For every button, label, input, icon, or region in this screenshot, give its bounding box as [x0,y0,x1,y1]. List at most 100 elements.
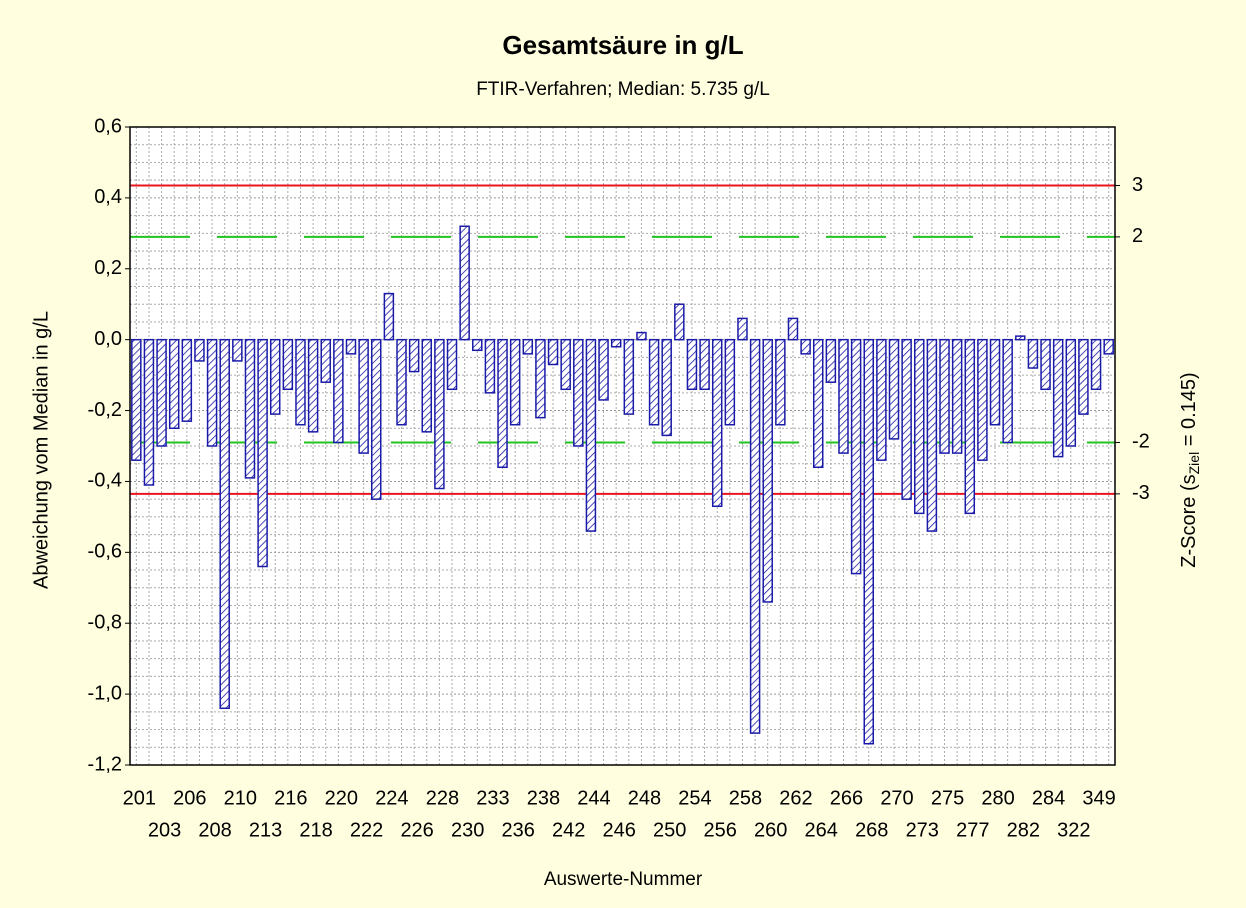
bar [610,338,622,348]
bar [497,338,508,469]
bar [863,338,874,745]
bar [901,338,912,500]
x-tick-label: 201 [123,787,156,809]
bar [1015,335,1026,341]
x-tick-label: 322 [1057,819,1090,841]
bar [446,338,458,391]
x-tick-label: 248 [628,787,661,809]
bar [800,338,811,355]
x-tick-label: 254 [678,787,711,809]
y2-label-sub: Ziel [1186,452,1202,475]
x-tick-label: 244 [577,787,610,809]
x-tick-label: 275 [931,787,964,809]
bar [939,338,950,454]
bar [674,303,685,341]
bar [396,338,407,426]
bar [661,338,672,437]
y2-label-part: Z-Score (s [1178,474,1200,567]
x-tick-label: 284 [1032,787,1065,809]
bar [1002,338,1013,444]
bar [421,338,433,433]
bar [535,338,546,419]
bar [888,338,900,440]
x-axis-label: Auswerte-Nummer [544,869,703,890]
y2-label-part: = 0.145) [1178,372,1200,452]
x-tick-label: 233 [476,787,509,809]
x-tick-label: 222 [350,819,383,841]
x-tick-label: 282 [1007,819,1040,841]
bar [838,338,849,454]
bar [1052,338,1064,458]
y-tick-label: -0,4 [88,470,122,492]
bar [257,338,268,568]
x-tick-label: 242 [552,819,585,841]
bar [623,338,635,415]
bar [269,338,281,415]
bar [459,225,470,341]
bar [560,338,571,391]
bar [951,338,963,454]
chart-subtitle: FTIR-Verfahren; Median: 5.735 g/L [476,79,770,100]
bar [408,338,420,373]
x-tick-label: 280 [981,787,1014,809]
bar [573,338,584,447]
x-tick-label: 250 [653,819,686,841]
bar [914,338,925,515]
bar [724,338,736,426]
bar [812,338,824,469]
bar [206,338,218,447]
bar [598,338,609,401]
x-tick-label: 206 [173,787,206,809]
x-tick-label: 230 [451,819,484,841]
y-tick-label: 0,6 [94,115,122,137]
x-tick-label: 228 [426,787,459,809]
x-tick-label: 256 [704,819,737,841]
y2-tick-label: -2 [1132,431,1150,453]
x-tick-label: 238 [527,787,560,809]
bar [585,338,597,532]
x-tick-label: 226 [400,819,433,841]
bar [762,338,773,603]
bar [371,338,382,500]
bar [219,338,230,710]
bar [244,338,256,479]
x-tick-label: 246 [602,819,635,841]
bar [509,338,521,426]
y2-tick-label: 2 [1132,225,1143,247]
bar [484,338,496,394]
x-tick-label: 236 [501,819,534,841]
x-tick-label: 213 [249,819,282,841]
bar [1040,338,1051,391]
x-tick-label: 277 [956,819,989,841]
chart-title: Gesamtsäure in g/L [502,30,743,60]
y2-axis-label: Z-Score (sZiel = 0.145) [1178,372,1201,567]
x-tick-label: 203 [148,819,181,841]
x-tick-label: 262 [779,787,812,809]
bar [775,338,786,426]
x-tick-label: 258 [729,787,762,809]
bar [787,317,799,341]
bar [749,338,761,734]
bar [1078,338,1089,415]
y-tick-label: 0,0 [94,328,122,350]
y-tick-label: -0,6 [88,541,122,563]
bar [320,338,331,383]
y2-tick-label: 3 [1132,174,1143,196]
bar [850,338,862,575]
bar [977,338,988,461]
x-tick-label: 220 [325,787,358,809]
x-tick-label: 208 [198,819,231,841]
bar [168,338,180,430]
bar [143,338,155,486]
x-tick-label: 264 [805,819,838,841]
bar [181,338,193,422]
plot-frame [129,126,1116,766]
y-tick-label: 0,4 [94,186,122,208]
bar [522,338,534,355]
bar [737,317,748,341]
bar [1103,338,1114,355]
x-tick-label: 268 [855,819,888,841]
x-tick-label: 216 [274,787,307,809]
bar [964,338,976,515]
